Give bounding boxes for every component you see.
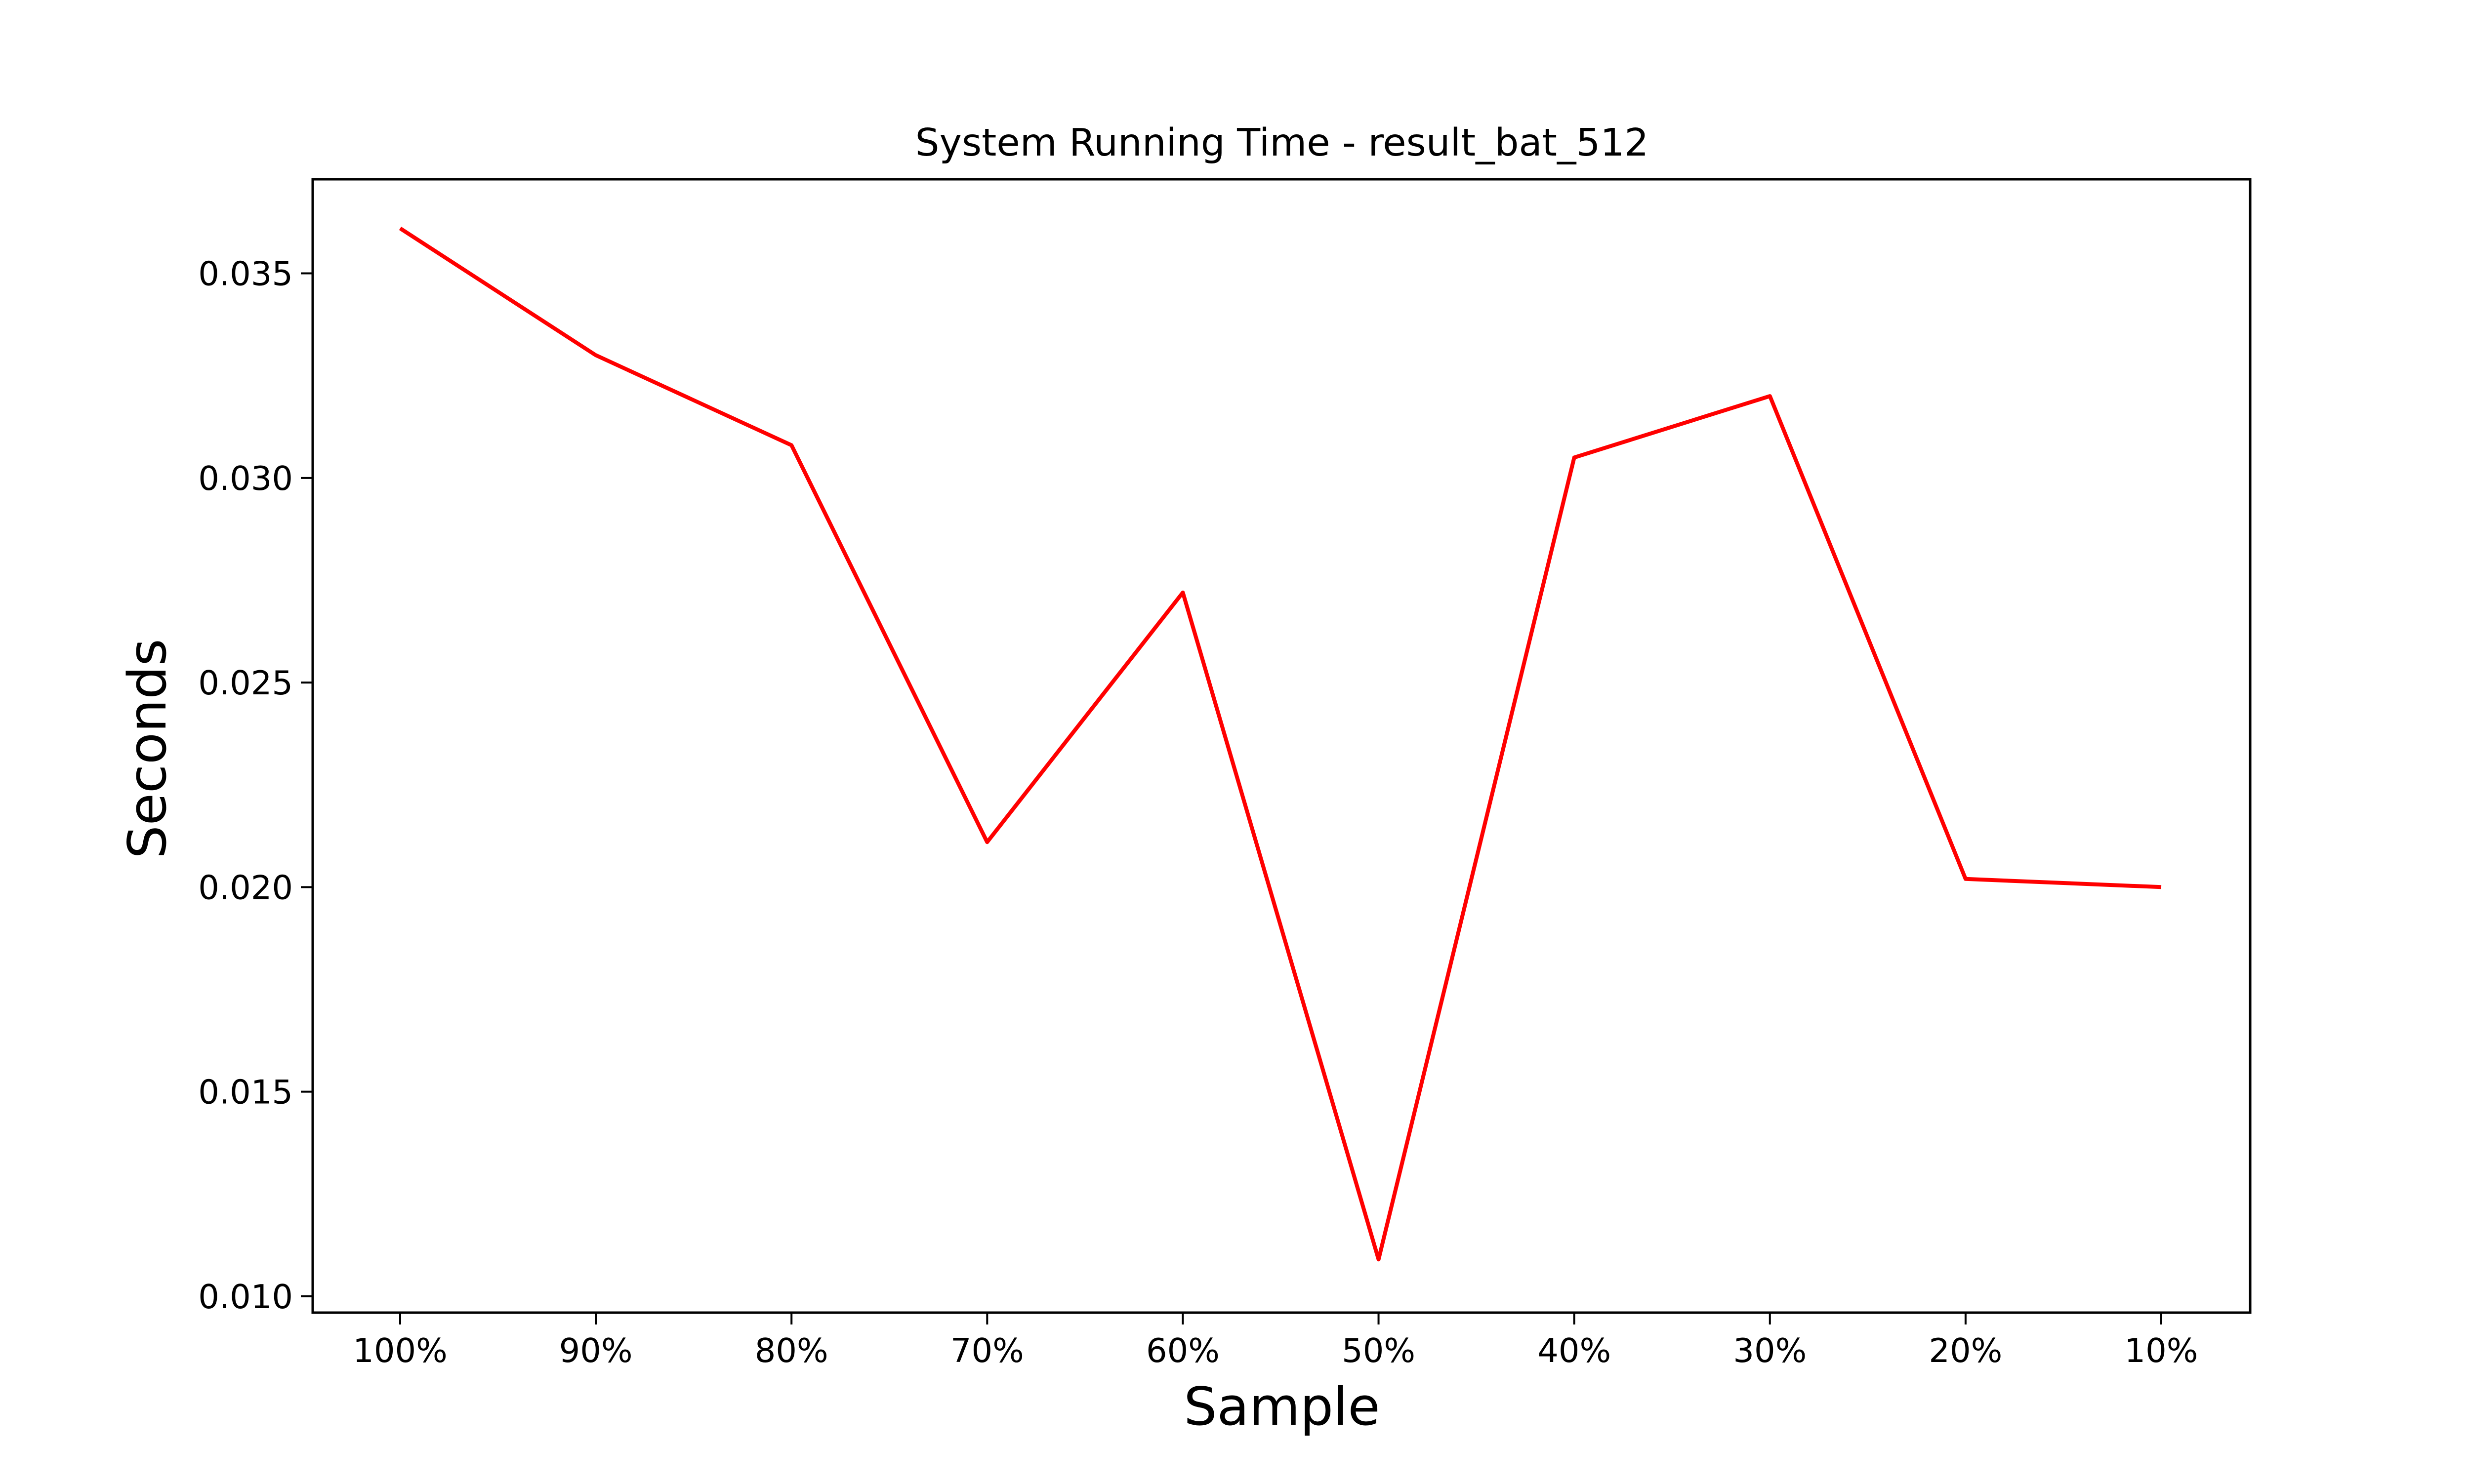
x-axis: 100% 90% 80% 70% 60% 50% 40% 30% 20% 10% xyxy=(353,1313,2198,1370)
y-axis-label: Seconds xyxy=(117,639,178,858)
x-tick-label: 40% xyxy=(1537,1331,1611,1370)
x-tick-label: 80% xyxy=(755,1331,828,1370)
x-tick-label: 70% xyxy=(950,1331,1024,1370)
series-line xyxy=(399,227,2162,1262)
x-tick-label: 100% xyxy=(353,1331,448,1370)
chart-title: System Running Time - result_bat_512 xyxy=(915,121,1649,165)
y-tick-label: 0.035 xyxy=(198,255,293,293)
y-tick-label: 0.025 xyxy=(198,664,293,702)
x-tick-label: 50% xyxy=(1342,1331,1415,1370)
plot-area xyxy=(311,178,2252,1314)
y-tick-label: 0.010 xyxy=(198,1278,293,1316)
x-tick-label: 60% xyxy=(1146,1331,1220,1370)
series-group xyxy=(399,227,2162,1262)
y-tick-label: 0.015 xyxy=(198,1073,293,1112)
x-tick-label: 30% xyxy=(1733,1331,1807,1370)
y-tick-label: 0.030 xyxy=(198,459,293,498)
x-tick-label: 10% xyxy=(2125,1331,2198,1370)
x-tick-label: 20% xyxy=(1929,1331,2002,1370)
y-axis: 0.010 0.015 0.020 0.025 0.030 0.035 xyxy=(198,255,313,1316)
x-tick-label: 90% xyxy=(559,1331,633,1370)
x-axis-label: Sample xyxy=(1184,1376,1380,1437)
y-tick-label: 0.020 xyxy=(198,868,293,907)
